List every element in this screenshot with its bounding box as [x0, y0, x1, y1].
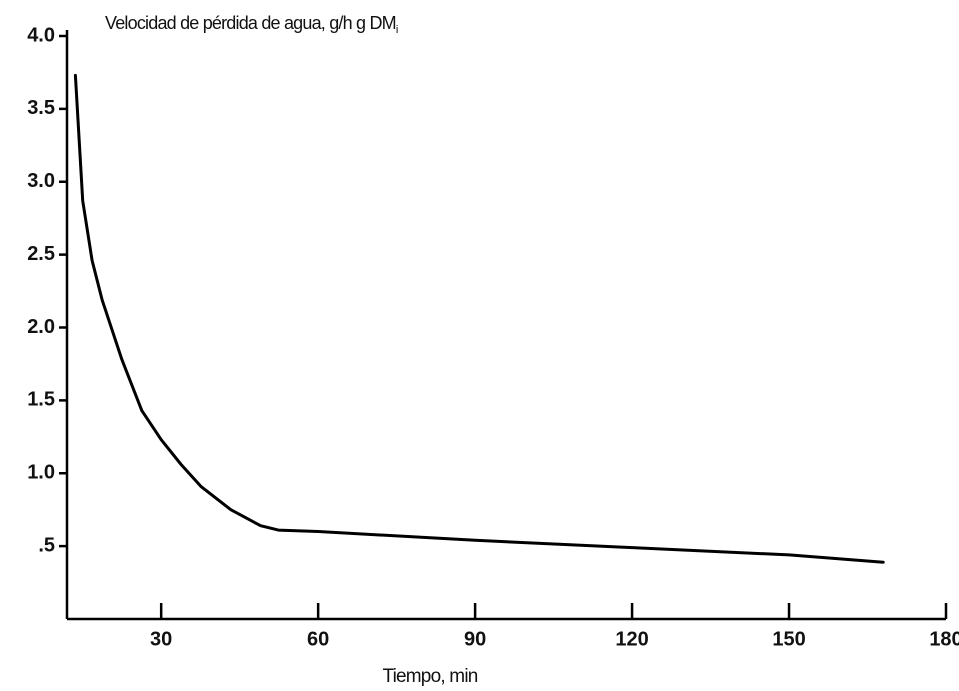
data-line — [73, 73, 885, 564]
y-tick-label: 3.0 — [27, 170, 55, 192]
y-tick-label: .5 — [38, 534, 55, 556]
x-tick-label: 180 — [929, 628, 959, 650]
y-tick-label: 4.0 — [27, 24, 55, 46]
x-tick-label: 90 — [464, 628, 486, 650]
x-tick-label: 30 — [150, 628, 172, 650]
title-main: Velocidad de pérdida de agua, g/h g DM — [105, 13, 396, 33]
y-tick-label: 1.5 — [27, 389, 55, 411]
x-axis-label: Tiempo, min — [382, 666, 477, 687]
y-tick-label: 3.5 — [27, 97, 55, 119]
y-tick-label: 2.5 — [27, 243, 55, 265]
title-subscript: i — [396, 24, 398, 36]
x-tick-label: 60 — [307, 628, 329, 650]
y-tick-label: 2.0 — [27, 316, 55, 338]
x-tick-label: 150 — [772, 628, 805, 650]
y-tick-label: 1.0 — [27, 462, 55, 484]
chart-title: Velocidad de pérdida de agua, g/h g DMi — [105, 13, 398, 36]
x-tick-label: 120 — [615, 628, 648, 650]
